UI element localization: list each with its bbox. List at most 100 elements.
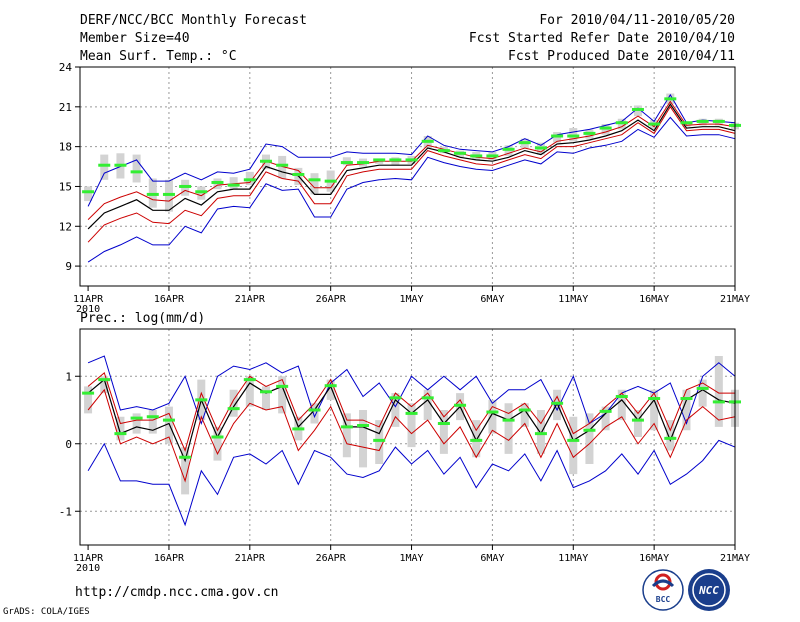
prec-median-marker (114, 432, 127, 436)
prec-spread-box (84, 386, 93, 414)
temp-spread-box (310, 173, 319, 195)
member-size: Member Size=40 (80, 31, 190, 46)
prec-median-marker (421, 396, 434, 400)
prec-median-marker (502, 418, 515, 422)
prec-spread-box (310, 403, 319, 424)
prec-spread-box (423, 389, 432, 421)
prec-spread-box (391, 393, 400, 427)
prec-spread-box (375, 420, 384, 464)
temperature-panel: 11APR 16APR 21APR 26APR 1MAY 6MAY 11MAY 16MAY 21… (59, 61, 750, 315)
prec-spread-box (585, 413, 594, 464)
temp-median-marker (227, 183, 240, 187)
prec-median-marker (696, 386, 709, 390)
prec-spread-box (326, 379, 335, 400)
temp-median-marker (340, 161, 353, 165)
temp-series-mean (87, 103, 736, 230)
temp-median-marker (405, 158, 418, 162)
temp-y-tick-label: 18 (59, 141, 72, 154)
prec-median-marker (146, 415, 159, 419)
prec-median-marker (583, 428, 596, 432)
temp-median-marker (712, 119, 725, 123)
temp-x-tick-label: 11APR (73, 294, 104, 305)
prec-spread-box (536, 410, 545, 454)
prec-median-marker (130, 416, 143, 420)
prec-spread-box (682, 389, 691, 431)
temp-y-tick-label: 21 (59, 101, 72, 114)
temp-x-tick-label: 16APR (154, 294, 185, 305)
temp-x-tick-label: 21APR (235, 294, 266, 305)
prec-spread-box (439, 410, 448, 454)
temp-median-marker (454, 151, 467, 155)
prec-x-tick-label: 11MAY (558, 553, 588, 564)
prec-spread-box (407, 403, 416, 448)
prec-median-marker (486, 410, 499, 414)
prec-x-tick-label: 6MAY (480, 553, 504, 564)
prec-spread-box (698, 379, 707, 407)
temp-median-marker (470, 154, 483, 158)
prec-series-mean-plus-sd (87, 372, 735, 452)
prec-spread-box (553, 389, 562, 421)
temp-spread-box (278, 155, 287, 179)
temp-series-min (87, 93, 736, 207)
temp-median-marker (373, 158, 386, 162)
temp-median-marker (534, 146, 547, 150)
figure-title: DERF/NCC/BCC Monthly Forecast (80, 13, 307, 28)
temp-y-tick-label: 9 (65, 260, 72, 273)
temp-median-marker (130, 170, 143, 174)
temp-median-marker (648, 122, 661, 126)
temp-y-tick-label: 12 (59, 220, 72, 233)
prec-median-marker (373, 438, 386, 442)
variable-label: Mean Surf. Temp.: °C (80, 49, 237, 64)
prec-spread-box (520, 403, 529, 427)
temp-series-mean-minus-sd (87, 105, 736, 243)
temp-median-marker (146, 192, 159, 196)
prec-spread-box (181, 447, 190, 495)
temp-x-tick-label: 11MAY (558, 294, 588, 305)
temp-median-marker (551, 134, 564, 138)
temp-median-marker (518, 141, 531, 145)
temp-x-tick-label: 1MAY (399, 294, 423, 305)
temp-y-tick-label: 24 (59, 61, 73, 74)
prec-median-marker (712, 400, 725, 404)
prec-median-marker (534, 432, 547, 436)
prec-spread-box (650, 389, 659, 431)
prec-x-tick-label: 21APR (235, 553, 266, 564)
temp-spread-box (84, 186, 93, 202)
temp-spread-box (100, 154, 109, 180)
prec-median-marker (243, 378, 256, 382)
precip-panel-title: Prec.: log(mm/d) (80, 311, 205, 326)
prec-spread-box (472, 420, 481, 458)
temp-x-tick-label: 26APR (316, 294, 347, 305)
temp-median-marker (437, 149, 450, 153)
temp-median-marker (631, 107, 644, 111)
ncc-logo: NCC (688, 569, 730, 611)
temp-median-marker (357, 161, 370, 165)
prec-spread-box (164, 406, 173, 444)
prec-median-marker (162, 418, 175, 422)
prec-spread-box (504, 403, 513, 454)
prec-y-tick-label: -1 (59, 505, 72, 518)
temp-x-tick-label: 21MAY (720, 294, 750, 305)
temp-median-marker (211, 180, 224, 184)
prec-series-max (87, 355, 736, 426)
bcc-logo: BCC (642, 569, 684, 611)
prec-x-year-label: 2010 (76, 563, 100, 574)
prec-median-marker (82, 391, 95, 395)
prec-y-tick-label: 1 (65, 370, 72, 383)
grads-credit: GrADS: COLA/IGES (3, 607, 90, 617)
prec-spread-box (666, 420, 675, 451)
produced-date: Fcst Produced Date 2010/04/11 (508, 49, 735, 64)
prec-median-marker (567, 438, 580, 442)
precipitation-panel: 11APR 16APR 21APR 26APR 1MAY 6MAY 11MAY 16MAY 21… (59, 328, 750, 574)
prec-series-min (87, 439, 736, 527)
prec-median-marker (98, 378, 111, 382)
prec-x-tick-label: 16MAY (639, 553, 669, 564)
prec-spread-box (229, 389, 238, 417)
prec-spread-box (100, 376, 109, 394)
footer-url[interactable]: http://cmdp.ncc.cma.gov.cn (75, 585, 279, 600)
prec-x-tick-label: 1MAY (399, 553, 423, 564)
prec-spread-box (278, 376, 287, 414)
prec-plot-frame (79, 328, 736, 546)
temp-median-marker (486, 154, 499, 158)
prec-x-tick-label: 21MAY (720, 553, 750, 564)
